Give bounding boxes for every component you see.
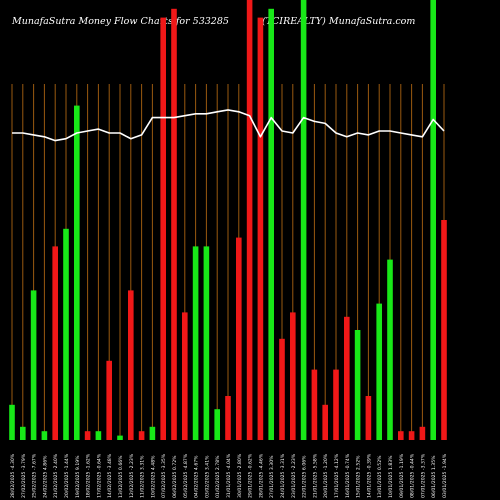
x-tick-label: 24/02/2025 4.86%: [42, 455, 48, 498]
x-tick-label: 06/02/2025 0.72%: [172, 455, 178, 498]
flow-bar: [354, 330, 361, 440]
x-tick-label: 13/02/2025 0.66%: [118, 455, 124, 498]
x-tick-label: 03/01/2025 -1.94%: [442, 453, 448, 498]
flow-bar: [300, 0, 307, 440]
x-tick-label: 12/02/2025 -2.23%: [129, 453, 135, 498]
flow-bar: [138, 431, 145, 440]
flow-bar: [236, 237, 242, 440]
flow-line: [12, 109, 445, 142]
x-tick-label: 30/01/2025 -2.80%: [237, 453, 243, 498]
flow-bar: [149, 426, 156, 440]
flow-bar: [9, 404, 15, 440]
flow-bar: [182, 312, 188, 440]
flow-bar: [387, 259, 393, 440]
x-tick-label: 11/02/2025 3.31%: [140, 455, 146, 498]
x-tick-label: 28/01/2025 -4.46%: [258, 453, 264, 498]
x-tick-label: 07/02/2025 -3.35%: [161, 453, 167, 498]
flow-bar: [268, 8, 274, 441]
flow-bar: [311, 369, 318, 440]
flow-bar: [225, 396, 231, 440]
x-tick-label: 10/02/2025 4.48%: [150, 455, 156, 498]
x-tick-label: 27/02/2025 -3.79%: [21, 453, 27, 498]
flow-bar: [290, 312, 296, 440]
flow-bar: [192, 246, 199, 440]
flow-bar: [117, 435, 123, 440]
flow-bar: [74, 105, 80, 440]
flow-bar: [63, 228, 69, 440]
flow-bar: [344, 316, 350, 440]
flow-bar: [41, 431, 48, 440]
flow-bar: [160, 17, 166, 440]
x-tick-label: 21/01/2025 -5.58%: [312, 453, 318, 498]
x-tick-label: 20/01/2025 -1.20%: [323, 453, 329, 498]
x-tick-label: 15/01/2025 2.52%: [356, 455, 362, 498]
x-tick-label: 01/02/2025 2.78%: [215, 455, 221, 498]
x-tick-label: 27/01/2025 3.30%: [269, 455, 275, 498]
x-tick-label: 09/01/2025 -1.19%: [399, 453, 405, 498]
flow-bar: [430, 0, 436, 440]
x-tick-label: 19/02/2025 9.19%: [75, 455, 81, 498]
x-tick-label: 14/02/2025 -3.48%: [107, 453, 113, 498]
x-tick-label: 24/01/2025 -3.31%: [280, 453, 286, 498]
x-tick-label: 06/01/2025 1.35%: [431, 455, 437, 498]
x-tick-label: 18/02/2025 -1.62%: [86, 453, 92, 498]
flow-bar: [441, 220, 447, 440]
x-tick-label: 21/02/2025 -2.40%: [53, 453, 59, 498]
x-tick-label: 17/02/2025 -0.64%: [96, 453, 102, 498]
x-tick-label: 31/01/2025 -4.04%: [226, 453, 232, 498]
flow-bar: [246, 0, 253, 440]
x-tick-label: 13/01/2025 0.52%: [377, 455, 383, 498]
chart-title-right: (TCIREALTY) MunafaSutra.com: [262, 16, 416, 27]
x-tick-label: 16/01/2025 -0.74%: [345, 453, 351, 498]
x-tick-label: 14/01/2025 -0.39%: [366, 453, 372, 498]
flow-bar: [128, 290, 134, 440]
flow-bar: [203, 246, 210, 440]
flow-bar: [84, 431, 91, 440]
flow-bar: [419, 426, 426, 440]
flow-bar: [52, 246, 58, 440]
flow-bar: [171, 8, 177, 441]
x-tick-label: 22/01/2025 6.06%: [302, 455, 308, 498]
flow-bar: [214, 409, 220, 440]
x-tick-label: 29/01/2025 -0.62%: [248, 453, 254, 498]
flow-bar: [20, 426, 26, 440]
flow-bar: [376, 303, 382, 440]
x-tick-label: 03/02/2025 3.41%: [204, 455, 210, 498]
flow-bar: [408, 431, 415, 440]
chart-title-left: MunafaSutra Money Flow Charts for 533285: [12, 16, 229, 27]
x-tick-label: 05/02/2025 -4.87%: [183, 453, 189, 498]
x-tick-label: 10/01/2025 1.83%: [388, 455, 394, 498]
flow-bar: [95, 431, 102, 440]
x-tick-label: 08/01/2025 -0.44%: [410, 453, 416, 498]
x-tick-label: 07/01/2025 -3.37%: [420, 453, 426, 498]
x-tick-label: 28/02/2025 -4.30%: [10, 453, 16, 498]
flow-bar: [279, 338, 285, 440]
x-tick-label: 17/01/2025 -4.12%: [334, 453, 340, 498]
flow-bar: [30, 290, 37, 440]
flow-bar: [106, 360, 112, 440]
flow-bar: [398, 431, 404, 440]
flow-bar: [322, 404, 328, 440]
flow-bar: [333, 369, 339, 440]
x-tick-label: 20/02/2025 -1.44%: [64, 453, 70, 498]
x-tick-label: 04/02/2025 4.67%: [194, 455, 200, 498]
flow-bar: [365, 396, 372, 440]
flow-bar: [257, 17, 264, 440]
x-tick-label: 25/02/2025 -7.67%: [32, 453, 38, 498]
x-tick-label: 23/01/2025 -2.23%: [291, 453, 297, 498]
